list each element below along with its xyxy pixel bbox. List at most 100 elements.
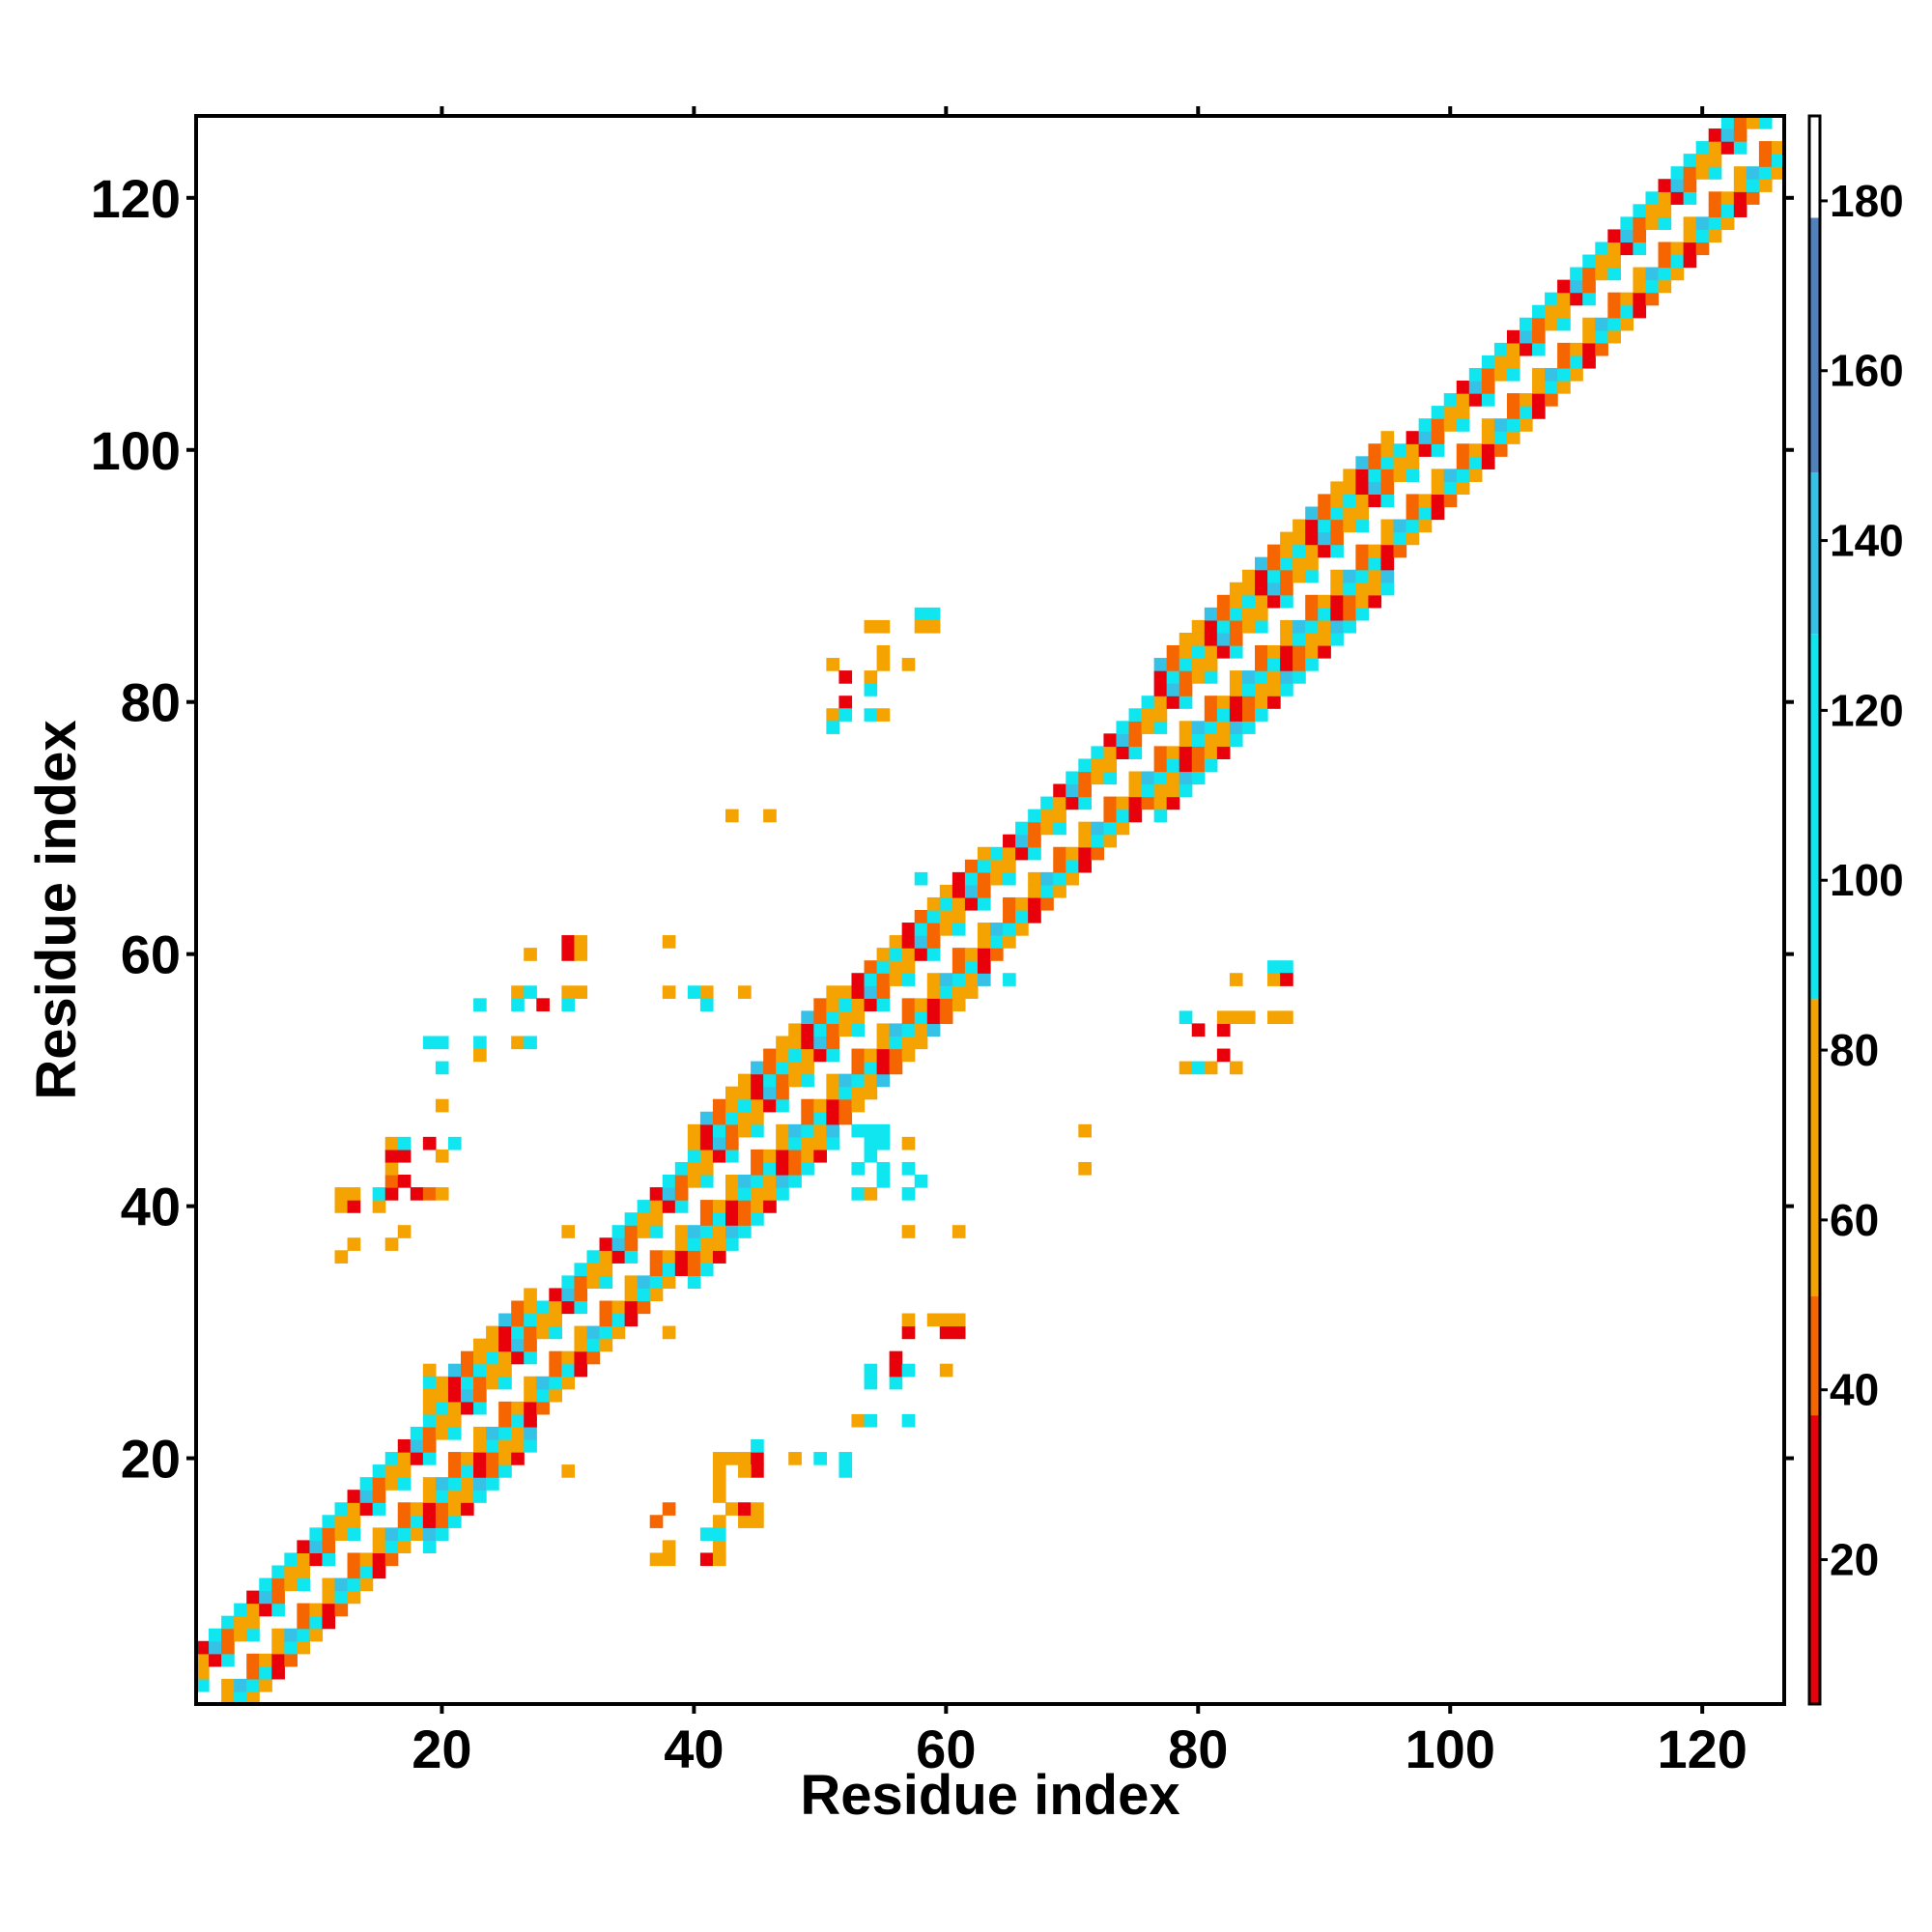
heatmap-cell [1267,1010,1281,1025]
heatmap-cell [712,1452,726,1465]
heatmap-cell [447,1490,462,1503]
heatmap-cell [1733,116,1747,129]
heatmap-cell [1267,544,1281,558]
heatmap-cell [1053,796,1066,810]
heatmap-cell [473,1350,487,1365]
heatmap-cell [1280,632,1293,646]
heatmap-cell [1481,381,1495,394]
heatmap-cell [1418,494,1433,508]
heatmap-cell [725,1502,739,1516]
heatmap-cell [397,1136,412,1151]
heatmap-cell [1191,619,1206,634]
heatmap-cell [1166,796,1180,810]
heatmap-cell [422,1187,437,1201]
heatmap-cell [524,1313,537,1327]
heatmap-cell [838,1010,853,1025]
heatmap-cell [1153,809,1168,823]
heatmap-cell [1520,393,1533,407]
heatmap-cell [1582,267,1596,281]
heatmap-cell [1191,1023,1206,1037]
heatmap-cell [926,973,941,986]
heatmap-cell [674,1175,689,1188]
heatmap-cell [1481,393,1495,407]
heatmap-cell [1065,859,1079,873]
heatmap-cell [826,1123,840,1138]
heatmap-cell [1216,733,1231,747]
heatmap-cell [1355,456,1370,469]
heatmap-cell [1255,683,1268,696]
heatmap-cell [1670,166,1685,180]
heatmap-cell [738,1502,752,1516]
heatmap-cell [309,1628,324,1642]
heatmap-cell [939,998,953,1011]
heatmap-cell [384,1477,399,1491]
heatmap-cell [1431,469,1445,482]
heatmap-cell [1293,658,1306,671]
heatmap-cell [1343,582,1356,596]
heatmap-cell [511,998,525,1011]
heatmap-cell [699,1212,714,1226]
heatmap-cell [1280,594,1293,609]
colorbar-band [1809,116,1820,218]
heatmap-cell [1280,556,1293,571]
heatmap-cell [498,1413,512,1428]
heatmap-cell [334,1200,349,1213]
heatmap-cell [1443,481,1458,496]
heatmap-cell [926,1023,941,1037]
heatmap-cell [914,871,928,886]
heatmap-cell [1028,884,1041,898]
heatmap-cell [864,1061,878,1075]
heatmap-cell [1153,783,1168,798]
heatmap-cell [1557,367,1571,382]
heatmap-cell [712,1212,726,1226]
heatmap-cell [561,985,576,999]
heatmap-cell [461,1502,474,1516]
heatmap-cell [309,1540,324,1554]
heatmap-cell [410,1439,424,1453]
heatmap-cell [813,1010,827,1025]
heatmap-cell [1216,696,1231,709]
heatmap-cell [1493,355,1508,369]
heatmap-cell [1380,544,1395,558]
heatmap-cell [763,1098,777,1113]
heatmap-cell [1103,771,1118,785]
heatmap-cell [1355,556,1370,571]
heatmap-cell [524,1388,537,1403]
heatmap-cell [1330,594,1344,609]
heatmap-cell [234,1678,247,1692]
heatmap-cell [1330,481,1344,496]
heatmap-cell [1443,406,1458,419]
heatmap-cell [901,923,916,936]
heatmap-cell [939,985,953,999]
heatmap-cell [876,960,891,974]
heatmap-cell [1557,355,1571,369]
heatmap-cell [864,1123,878,1138]
heatmap-cell [1116,721,1130,734]
heatmap-cells [196,116,1785,1705]
heatmap-cell [422,1515,437,1528]
heatmap-cell [876,998,891,1011]
heatmap-cell [1658,267,1672,281]
heatmap-cell [1380,582,1395,596]
heatmap-cell [309,1552,324,1567]
heatmap-cell [1078,834,1092,848]
heatmap-cell [838,1111,853,1125]
heatmap-cell [511,1036,525,1050]
heatmap-cell [977,935,991,949]
heatmap-cell [725,1237,739,1251]
heatmap-cell [1204,733,1218,747]
heatmap-cell [259,1678,272,1692]
heatmap-cell [1506,367,1520,382]
heatmap-cell [699,1161,714,1176]
heatmap-cell [1393,531,1407,546]
heatmap-cell [1229,594,1243,609]
heatmap-cell [1091,846,1105,861]
heatmap-cell [1166,783,1180,798]
heatmap-cell [1670,254,1685,269]
heatmap-cell [1305,531,1319,546]
heatmap-cell [1229,645,1243,659]
heatmap-cell [1229,632,1243,646]
heatmap-cell [1267,569,1281,583]
colorbar-frame [1807,114,1822,1706]
heatmap-cell [397,1225,412,1238]
